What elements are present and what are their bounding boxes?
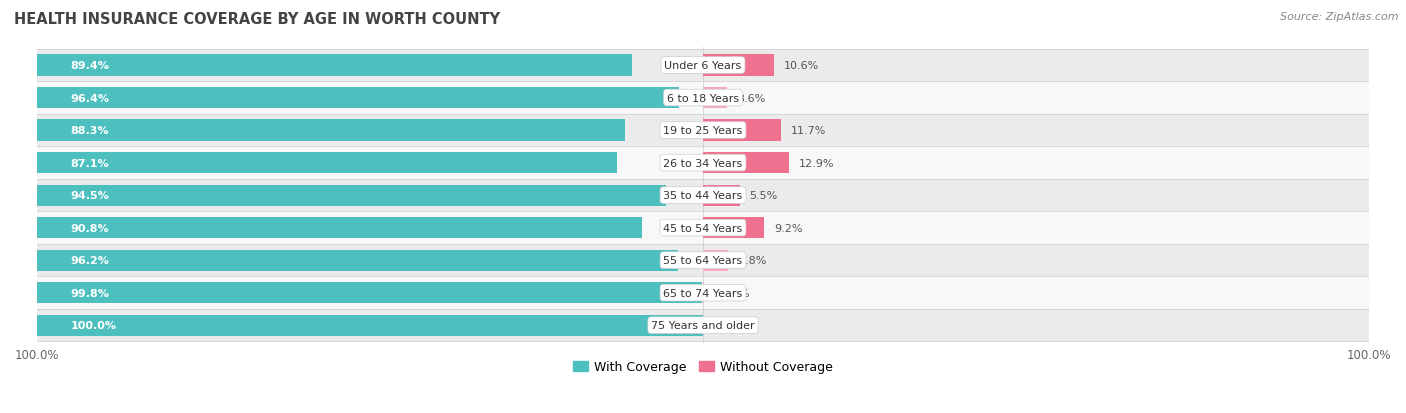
Text: 5.5%: 5.5% <box>749 191 778 201</box>
Text: 0.22%: 0.22% <box>714 288 749 298</box>
Bar <box>37 82 1369 114</box>
Text: 9.2%: 9.2% <box>775 223 803 233</box>
Text: 89.4%: 89.4% <box>70 61 110 71</box>
Bar <box>37 277 1369 309</box>
Text: 96.4%: 96.4% <box>70 93 110 103</box>
Text: 90.8%: 90.8% <box>70 223 110 233</box>
Text: 3.6%: 3.6% <box>737 93 765 103</box>
Text: 87.1%: 87.1% <box>70 158 110 168</box>
Bar <box>37 244 1369 277</box>
Text: 19 to 25 Years: 19 to 25 Years <box>664 126 742 136</box>
Text: 10.6%: 10.6% <box>783 61 818 71</box>
Legend: With Coverage, Without Coverage: With Coverage, Without Coverage <box>568 355 838 378</box>
Bar <box>703 218 765 239</box>
Text: 26 to 34 Years: 26 to 34 Years <box>664 158 742 168</box>
Text: 3.8%: 3.8% <box>738 256 766 266</box>
Bar <box>37 120 626 141</box>
Bar <box>703 282 704 304</box>
Bar <box>37 50 1369 82</box>
Text: Under 6 Years: Under 6 Years <box>665 61 741 71</box>
Text: 11.7%: 11.7% <box>792 126 827 136</box>
Text: HEALTH INSURANCE COVERAGE BY AGE IN WORTH COUNTY: HEALTH INSURANCE COVERAGE BY AGE IN WORT… <box>14 12 501 27</box>
Text: 35 to 44 Years: 35 to 44 Years <box>664 191 742 201</box>
Bar <box>37 250 678 271</box>
Bar <box>703 153 789 174</box>
Text: 6 to 18 Years: 6 to 18 Years <box>666 93 740 103</box>
Bar <box>37 88 679 109</box>
Bar <box>37 282 702 304</box>
Bar <box>37 212 1369 244</box>
Text: 88.3%: 88.3% <box>70 126 110 136</box>
Text: 75 Years and older: 75 Years and older <box>651 320 755 330</box>
Text: 55 to 64 Years: 55 to 64 Years <box>664 256 742 266</box>
Text: 94.5%: 94.5% <box>70 191 110 201</box>
Text: 99.8%: 99.8% <box>70 288 110 298</box>
Bar <box>37 315 703 336</box>
Bar <box>37 153 617 174</box>
Text: 65 to 74 Years: 65 to 74 Years <box>664 288 742 298</box>
Bar <box>703 120 780 141</box>
Text: 45 to 54 Years: 45 to 54 Years <box>664 223 742 233</box>
Text: 12.9%: 12.9% <box>799 158 834 168</box>
Bar <box>703 250 728 271</box>
Bar <box>37 218 641 239</box>
Bar <box>37 309 1369 342</box>
Bar <box>703 185 740 206</box>
Bar <box>37 185 666 206</box>
Text: 100.0%: 100.0% <box>70 320 117 330</box>
Bar <box>37 147 1369 179</box>
Bar <box>37 55 633 76</box>
Bar <box>703 55 773 76</box>
Text: 96.2%: 96.2% <box>70 256 110 266</box>
Bar <box>703 88 727 109</box>
Text: 0.0%: 0.0% <box>713 320 741 330</box>
Bar <box>37 114 1369 147</box>
Text: Source: ZipAtlas.com: Source: ZipAtlas.com <box>1281 12 1399 22</box>
Bar <box>37 179 1369 212</box>
